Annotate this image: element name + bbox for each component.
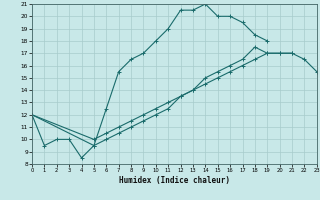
X-axis label: Humidex (Indice chaleur): Humidex (Indice chaleur) [119, 176, 230, 185]
